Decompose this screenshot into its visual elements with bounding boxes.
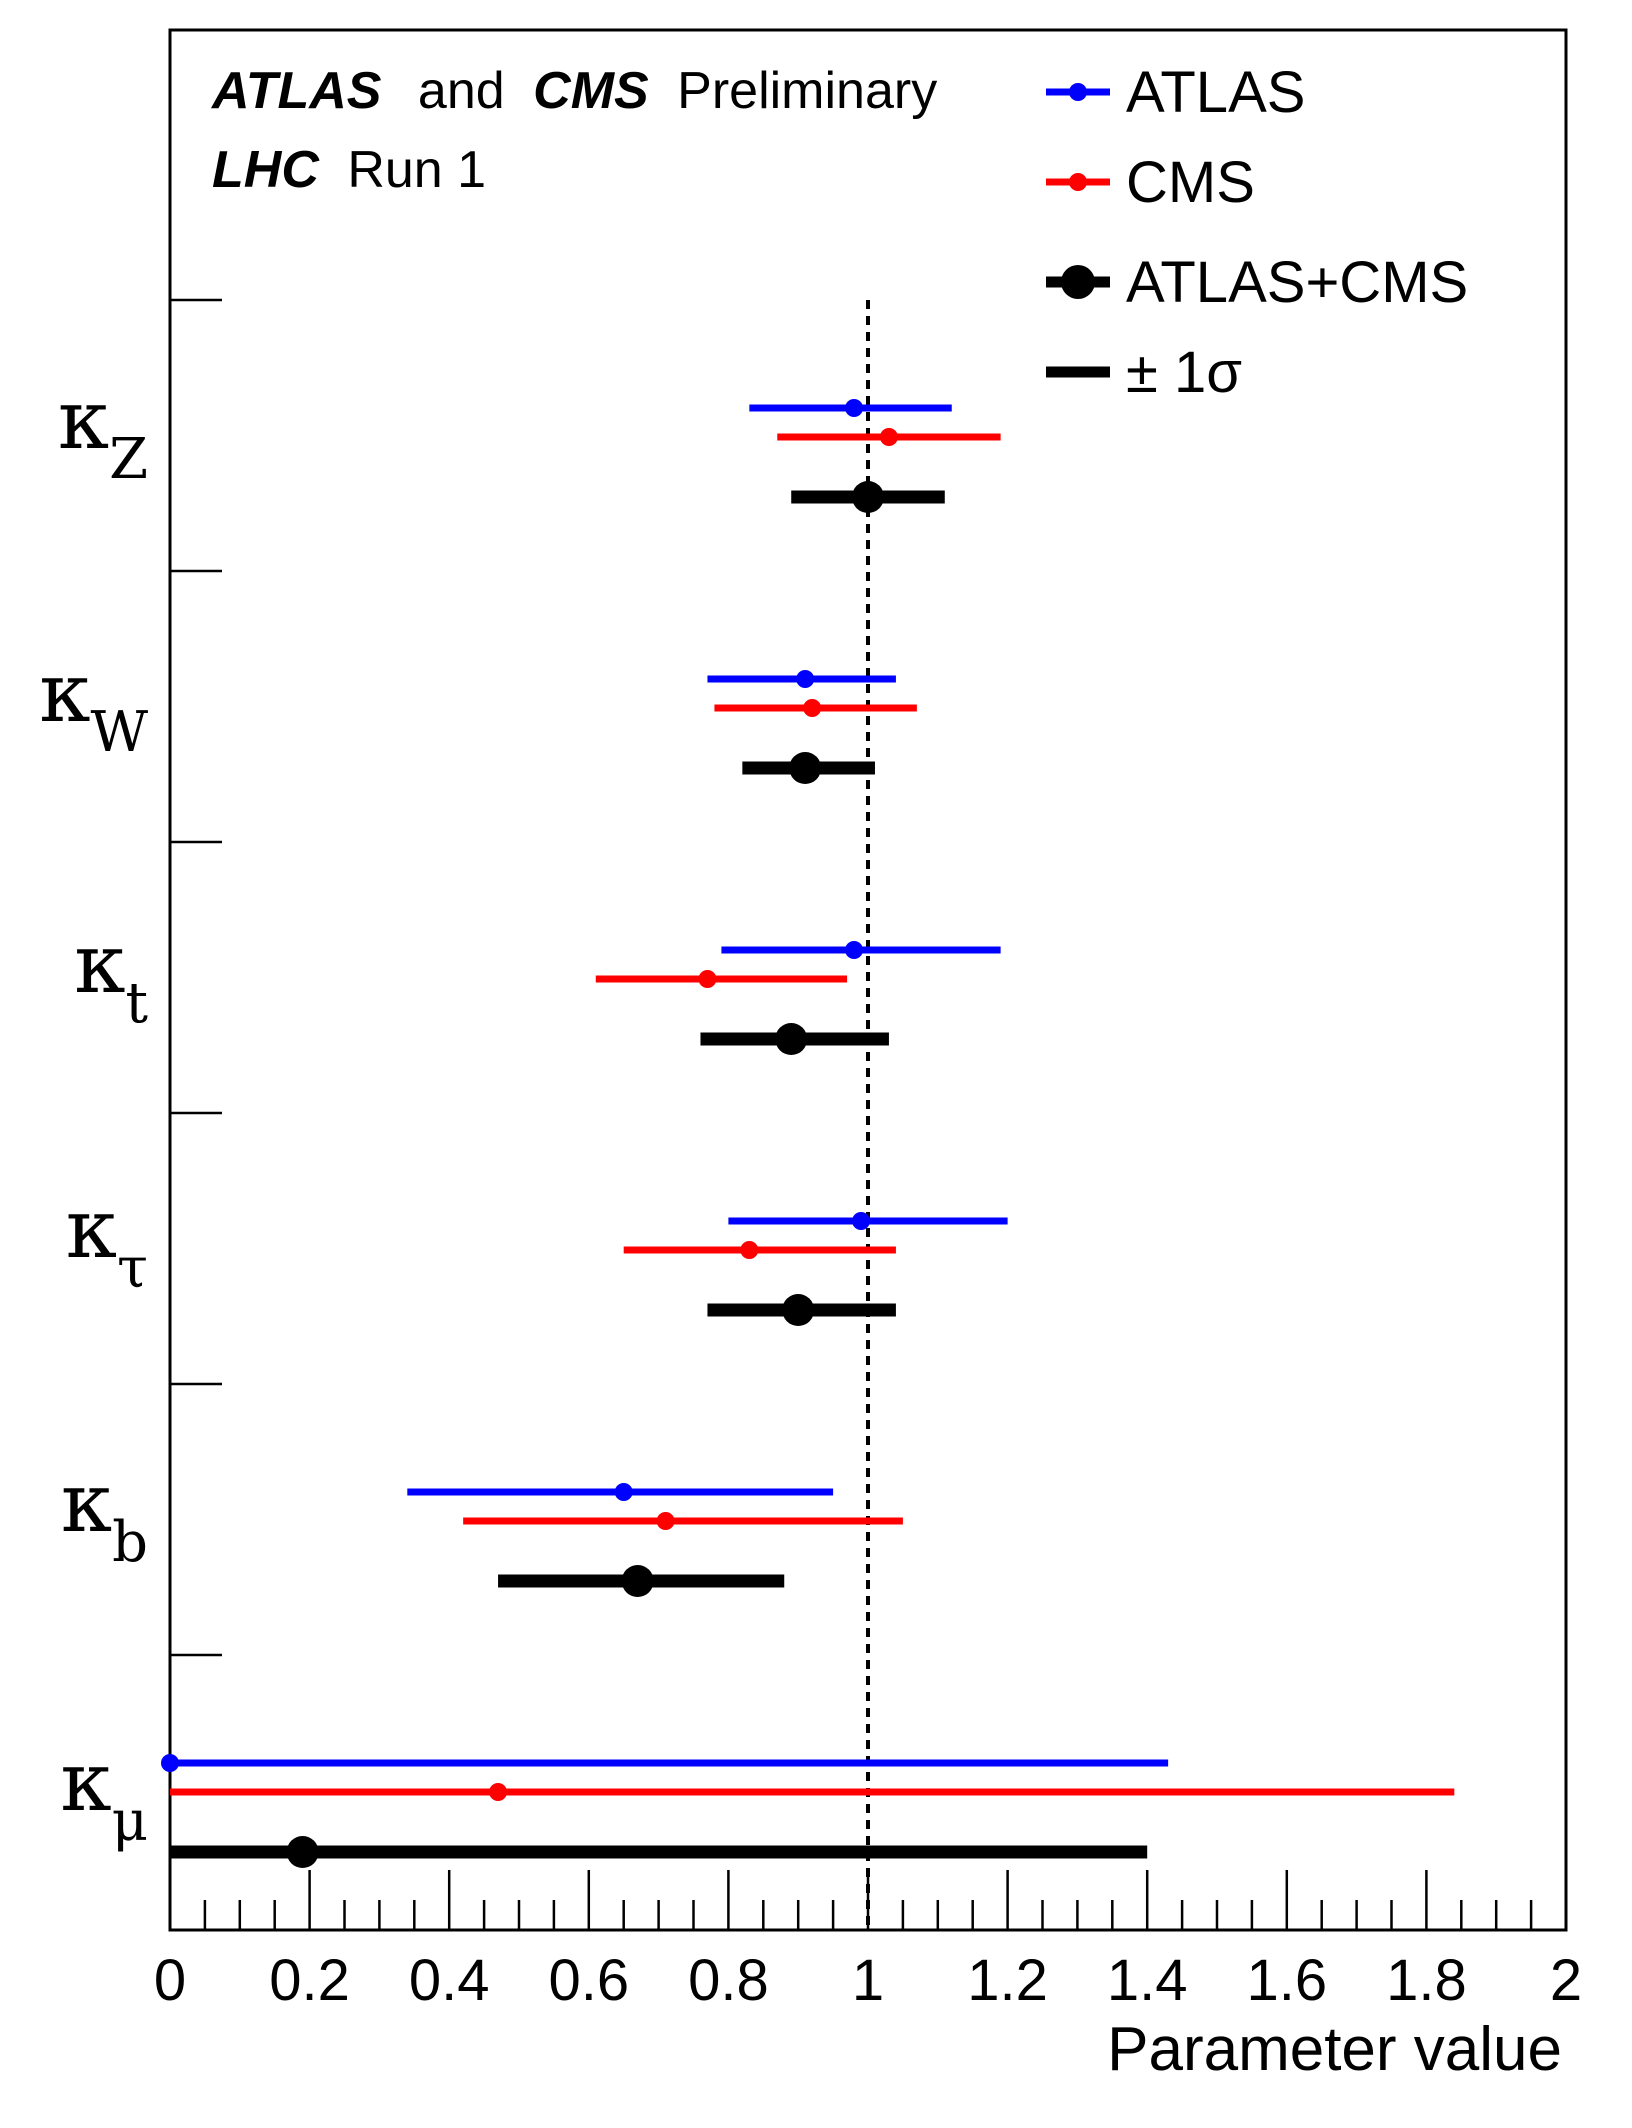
- x-axis-title: Parameter value: [1107, 2015, 1562, 2084]
- parameter-label: κμ: [60, 1735, 148, 1854]
- central-value-point: [161, 1754, 179, 1772]
- legend-label: CMS: [1126, 150, 1255, 215]
- central-value-point: [845, 941, 864, 959]
- legend-marker: [1069, 173, 1087, 191]
- central-value-point: [286, 1836, 319, 1868]
- central-value-point: [621, 1565, 654, 1597]
- header-and: and: [418, 62, 505, 120]
- legend-marker: [1069, 83, 1087, 101]
- x-tick-label: 0.8: [688, 1948, 769, 2013]
- parameter-label: κt: [74, 917, 148, 1036]
- header-preliminary: Preliminary: [677, 62, 937, 120]
- central-value-point: [852, 1212, 871, 1230]
- header-cms: CMS: [533, 62, 649, 120]
- x-tick-label: 1.6: [1246, 1948, 1327, 2013]
- header: ATLAS and CMS Preliminary LHC Run 1: [210, 62, 937, 199]
- data-marks: [161, 399, 1455, 1868]
- legend-label: ATLAS+CMS: [1126, 250, 1468, 315]
- central-value-point: [879, 428, 898, 446]
- x-tick-label: 2: [1550, 1948, 1582, 2013]
- central-value-point: [852, 481, 884, 513]
- legend-label: ± 1σ: [1126, 340, 1242, 405]
- x-tick-label: 1.4: [1107, 1948, 1188, 2013]
- central-value-point: [782, 1294, 815, 1326]
- x-tick-label: 0.2: [269, 1948, 350, 2013]
- parameter-label: κW: [39, 646, 148, 765]
- header-line-1: ATLAS and CMS Preliminary: [210, 62, 937, 120]
- parameter-label: κb: [61, 1456, 148, 1575]
- legend-marker: [1061, 265, 1095, 299]
- parameter-label: κτ: [66, 1182, 148, 1301]
- y-axis: κZ κW κt κτ κb κμ: [39, 298, 222, 1854]
- central-value-point: [614, 1483, 633, 1501]
- legend-label: ATLAS: [1126, 60, 1305, 125]
- central-value-point: [740, 1241, 759, 1259]
- x-tick-label: 0.6: [548, 1948, 629, 2013]
- x-tick-label: 0.4: [409, 1948, 490, 2013]
- header-atlas: ATLAS: [210, 62, 382, 120]
- central-value-point: [656, 1512, 675, 1530]
- x-axis: 0 0.2 0.4 0.6 0.8 1 1.2 1.4 1.6 1.8 2: [154, 1870, 1582, 2013]
- central-value-point: [489, 1783, 508, 1801]
- header-run: Run 1: [347, 141, 486, 199]
- parameter-label: κZ: [58, 373, 148, 492]
- central-value-point: [698, 970, 717, 988]
- x-tick-label: 1.8: [1386, 1948, 1467, 2013]
- legend: ATLAS CMS ATLAS+CMS ± 1σ: [1046, 60, 1468, 405]
- x-tick-label: 1: [852, 1948, 884, 2013]
- central-value-point: [796, 670, 815, 688]
- header-line-2: LHC Run 1: [212, 141, 486, 199]
- central-value-point: [803, 699, 822, 717]
- header-lhc: LHC: [212, 141, 320, 199]
- x-tick-label: 0: [154, 1948, 186, 2013]
- x-tick-label: 1.2: [967, 1948, 1048, 2013]
- central-value-point: [845, 399, 864, 417]
- central-value-point: [775, 1023, 808, 1055]
- central-value-point: [789, 752, 822, 784]
